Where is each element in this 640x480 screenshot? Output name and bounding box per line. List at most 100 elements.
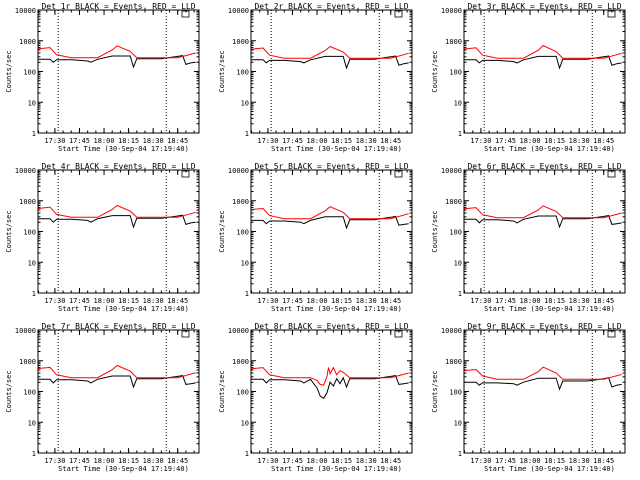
x-tick-label: 18:15 <box>118 137 139 145</box>
x-tick-label: 18:00 <box>519 297 540 305</box>
series-events-line <box>38 55 196 69</box>
y-tick-label: 10 <box>241 259 249 267</box>
x-tick-label: 18:30 <box>143 137 164 145</box>
plot-frame <box>463 9 626 134</box>
x-tick-label: 17:45 <box>282 137 303 145</box>
series-lld-line <box>38 364 196 379</box>
y-tick-label: 100 <box>449 389 462 397</box>
x-tick-label: 18:30 <box>569 137 590 145</box>
x-tick-label: 18:30 <box>356 457 377 465</box>
x-tick-label: 18:45 <box>593 137 614 145</box>
x-tick-label: 18:15 <box>118 457 139 465</box>
y-tick-label: 100 <box>236 229 249 237</box>
y-tick-label: 1000 <box>19 198 36 206</box>
x-tick-label: 18:30 <box>143 457 164 465</box>
y-tick-label: 10 <box>454 259 462 267</box>
y-tick-label: 1 <box>245 130 249 138</box>
series-lld-line <box>464 205 622 219</box>
y-tick-label: 1 <box>458 130 462 138</box>
panel-det-4: Det 4r BLACK = Events, RED = LLD 1 10 100 10… <box>5 162 200 313</box>
y-tick-label: 10000 <box>441 7 462 15</box>
y-axis-label: Counts/sec <box>218 50 226 92</box>
plot-frame <box>37 9 200 134</box>
panel-det-3: Det 3r BLACK = Events, RED = LLD 1 10 100 10… <box>431 2 626 153</box>
x-tick-label: 18:15 <box>331 457 352 465</box>
y-tick-label: 10 <box>241 419 249 427</box>
x-tick-label: 18:45 <box>593 457 614 465</box>
series-events-line <box>251 55 409 70</box>
y-tick-label: 10 <box>241 99 249 107</box>
y-tick-label: 1000 <box>232 358 249 366</box>
x-tick-label: 18:00 <box>306 457 327 465</box>
plot-frame <box>37 329 200 454</box>
y-axis-label: Counts/sec <box>431 370 439 412</box>
y-tick-label: 1 <box>245 290 249 298</box>
series-lld-line <box>251 45 409 59</box>
x-tick-label: 17:30 <box>257 137 278 145</box>
x-tick-label: 17:45 <box>495 457 516 465</box>
x-tick-label: 17:45 <box>495 137 516 145</box>
panel-det-5: Det 5r BLACK = Events, RED = LLD 1 10 100 10… <box>218 162 413 313</box>
x-tick-label: 17:30 <box>257 457 278 465</box>
y-tick-label: 100 <box>23 229 36 237</box>
x-tick-label: 17:30 <box>257 297 278 305</box>
y-tick-label: 10 <box>28 259 36 267</box>
plot-frame <box>250 169 413 294</box>
panel-title: Det 7r BLACK = Events, RED = LLD <box>41 322 195 331</box>
x-tick-label: 18:30 <box>356 137 377 145</box>
plot-frame <box>250 9 413 134</box>
y-axis-label: Counts/sec <box>5 50 13 92</box>
x-tick-label: 18:00 <box>93 297 114 305</box>
y-tick-label: 1000 <box>232 38 249 46</box>
panel-title: Det 9r BLACK = Events, RED = LLD <box>467 322 621 331</box>
x-tick-label: 18:00 <box>93 137 114 145</box>
y-tick-label: 10 <box>454 99 462 107</box>
x-tick-label: 18:00 <box>306 297 327 305</box>
x-axis-label: Start Time (30-Sep-04 17:19:40) <box>271 305 402 313</box>
x-tick-label: 18:00 <box>519 137 540 145</box>
plot-frame <box>37 169 200 294</box>
x-tick-label: 18:45 <box>167 457 188 465</box>
y-tick-label: 10000 <box>15 327 36 335</box>
x-tick-label: 17:45 <box>495 297 516 305</box>
y-tick-label: 1 <box>32 130 36 138</box>
x-tick-label: 17:45 <box>69 297 90 305</box>
x-tick-label: 18:00 <box>519 457 540 465</box>
x-tick-label: 17:30 <box>44 297 65 305</box>
plot-frame <box>250 329 413 454</box>
x-axis-label: Start Time (30-Sep-04 17:19:40) <box>58 465 189 473</box>
y-tick-label: 1 <box>32 290 36 298</box>
x-axis-label: Start Time (30-Sep-04 17:19:40) <box>484 305 615 313</box>
x-axis-label: Start Time (30-Sep-04 17:19:40) <box>271 145 402 153</box>
x-axis-label: Start Time (30-Sep-04 17:19:40) <box>484 145 615 153</box>
y-tick-label: 1 <box>32 450 36 458</box>
x-tick-label: 18:30 <box>569 297 590 305</box>
x-tick-label: 17:30 <box>470 137 491 145</box>
x-tick-label: 18:45 <box>380 137 401 145</box>
x-tick-label: 17:45 <box>282 297 303 305</box>
y-tick-label: 1 <box>245 450 249 458</box>
series-events-line <box>464 215 622 229</box>
y-tick-label: 10000 <box>228 327 249 335</box>
series-lld-line <box>251 206 409 220</box>
y-tick-label: 1000 <box>445 198 462 206</box>
series-events-line <box>464 55 622 70</box>
y-axis-label: Counts/sec <box>218 370 226 412</box>
y-tick-label: 10 <box>28 419 36 427</box>
y-tick-label: 10000 <box>228 7 249 15</box>
plot-frame <box>463 169 626 294</box>
x-tick-label: 18:30 <box>143 297 164 305</box>
x-tick-label: 17:30 <box>470 457 491 465</box>
y-tick-label: 10000 <box>15 7 36 15</box>
y-axis-label: Counts/sec <box>431 50 439 92</box>
x-tick-label: 17:45 <box>282 457 303 465</box>
y-axis-label: Counts/sec <box>5 370 13 412</box>
y-tick-label: 1 <box>458 450 462 458</box>
x-tick-label: 18:45 <box>593 297 614 305</box>
y-tick-label: 10000 <box>441 167 462 175</box>
x-tick-label: 18:15 <box>331 137 352 145</box>
panel-title: Det 1r BLACK = Events, RED = LLD <box>41 2 195 11</box>
panel-det-6: Det 6r BLACK = Events, RED = LLD 1 10 100 10… <box>431 162 626 313</box>
y-tick-label: 100 <box>449 69 462 77</box>
